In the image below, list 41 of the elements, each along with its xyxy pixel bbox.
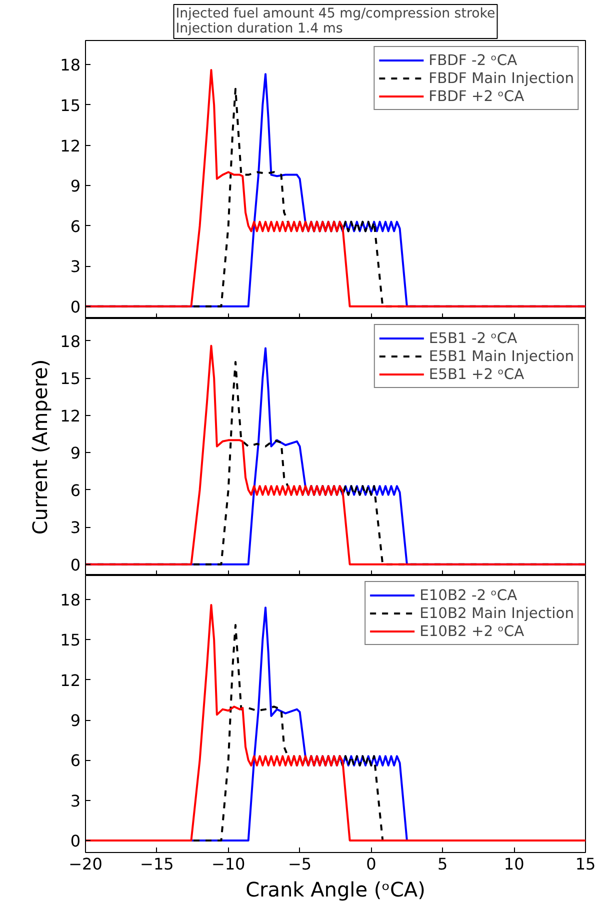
legend-label: E5B1 -2 ᵒCA (428, 329, 518, 347)
y-tick-label: 15 (60, 630, 80, 650)
x-tick-label: 5 (438, 854, 448, 874)
legend-label: FBDF -2 ᵒCA (428, 51, 518, 69)
y-tick-label: 12 (60, 136, 80, 156)
x-tick-label: 0 (366, 854, 376, 874)
y-tick-label: 6 (70, 751, 81, 770)
y-tick-label: 0 (70, 297, 81, 316)
y-tick-label: 6 (70, 216, 81, 236)
y-tick-label: 12 (60, 670, 80, 690)
legend-label: FBDF +2 ᵒCA (428, 87, 524, 105)
y-tick-label: 9 (70, 711, 81, 730)
y-tick-label: 18 (60, 590, 80, 610)
chart-title: Injected fuel amount 45 mg/compression stroke Injection duration 1.4 ms (176, 6, 496, 36)
x-tick-label: −5 (288, 854, 312, 874)
y-tick-label: 15 (60, 369, 80, 388)
y-tick-label: 9 (70, 444, 81, 463)
x-tick-label: 15 (575, 854, 596, 874)
y-tick-label: 15 (60, 96, 80, 115)
x-tick-label: −10 (211, 854, 246, 874)
y-tick-label: 9 (70, 176, 81, 196)
y-tick-label: 3 (70, 518, 81, 538)
y-tick-label: 6 (70, 480, 81, 500)
legend-label: E5B1 +2 ᵒCA (428, 365, 524, 383)
x-tick-label: −20 (68, 854, 102, 874)
y-tick-label: 18 (60, 332, 80, 351)
legend-label: E10B2 -2 ᵒCA (420, 586, 518, 604)
legend-label: E10B2 Main Injection (420, 604, 574, 622)
legend-label: FBDF Main Injection (428, 69, 574, 87)
y-tick-label: 18 (60, 56, 80, 75)
legend-label: E10B2 +2 ᵒCA (420, 622, 524, 640)
y-tick-label: 0 (70, 831, 81, 850)
x-axis-title: Crank Angle (ᵒCA) (246, 878, 426, 902)
legend-label: E5B1 Main Injection (428, 347, 574, 365)
y-tick-label: 12 (60, 406, 80, 426)
y-tick-label: 3 (70, 791, 81, 810)
y-axis-title: Current (Ampere) (28, 359, 52, 535)
x-tick-label: 10 (504, 854, 524, 874)
y-tick-label: 3 (70, 257, 81, 276)
x-tick-label: −15 (140, 854, 174, 874)
y-tick-label: 0 (70, 555, 81, 574)
